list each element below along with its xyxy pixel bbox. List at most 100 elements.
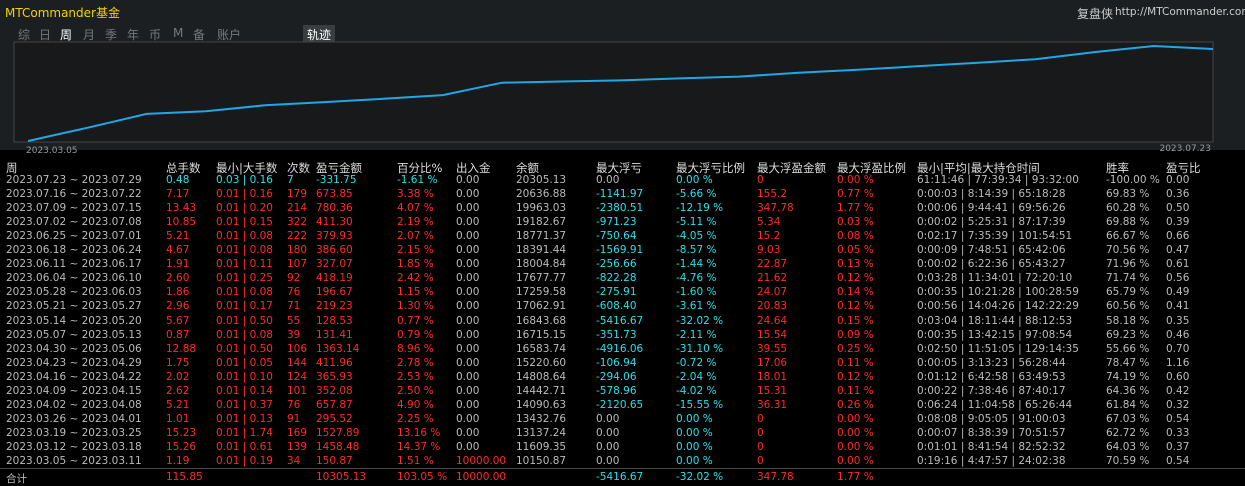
table-cell: 1.19: [166, 455, 190, 467]
total-cell: -32.02 %: [676, 471, 724, 483]
table-cell: 1.77 %: [837, 202, 874, 215]
table-cell: -32.02 %: [676, 314, 724, 327]
table-cell: 0.37: [1166, 440, 1190, 453]
tab[interactable]: 账户: [217, 28, 242, 42]
table-cell: 21.62: [757, 272, 788, 285]
table-cell: 15220.60: [516, 356, 567, 369]
table-cell: 0.66: [1166, 230, 1190, 243]
table-cell: 0.00: [1166, 174, 1190, 186]
total-cell: 10305.13: [316, 471, 367, 483]
table-cell: 0.00 %: [676, 174, 713, 186]
table-cell: 0.70: [1166, 342, 1190, 355]
table-cell: 14442.71: [516, 384, 567, 397]
table-cell: 60.56 %: [1106, 300, 1150, 313]
table-cell: -3.61 %: [676, 300, 717, 313]
table-cell: 2023.06.18 ~ 2023.06.24: [6, 244, 142, 257]
column-header: 最大浮盈比例: [837, 161, 906, 175]
table-cell: 0.08 %: [837, 230, 874, 243]
tab[interactable]: 币: [149, 28, 162, 42]
table-cell: 1363.14: [316, 342, 360, 355]
table-cell: -331.75: [316, 174, 357, 186]
track-button[interactable]: 轨迹: [303, 25, 336, 44]
table-cell: 13.43: [166, 202, 197, 215]
table-cell: 0.46: [1166, 328, 1190, 341]
table-cell: -1.60 %: [676, 286, 717, 299]
table-cell: 1458.48: [316, 440, 360, 453]
column-header: 余额: [516, 161, 539, 175]
table-cell: 352.08: [316, 384, 353, 397]
table-cell: 92: [287, 272, 301, 285]
table-cell: 0.01 | 0.20: [216, 202, 273, 215]
table-cell: 70.56 %: [1106, 244, 1150, 257]
table-cell: 0.00: [596, 455, 620, 467]
table-cell: 2.60: [166, 272, 190, 285]
tab[interactable]: 年: [127, 28, 140, 42]
table-cell: 2.07 %: [397, 230, 434, 243]
tab[interactable]: 日: [39, 28, 52, 42]
table-cell: 222: [287, 230, 308, 243]
tab[interactable]: M: [173, 26, 184, 40]
table-cell: 0:19:16 | 4:47:57 | 24:02:38: [917, 455, 1066, 467]
table-cell: 13137.24: [516, 426, 567, 439]
table-cell: 0.01 | 0.08: [216, 328, 273, 341]
table-cell: 71.74 %: [1106, 272, 1150, 285]
total-cell: 347.78: [757, 471, 794, 483]
table-cell: 20636.88: [516, 188, 567, 201]
tab[interactable]: 备: [193, 28, 206, 42]
table-cell: 74.19 %: [1106, 370, 1150, 383]
table-cell: 2.78 %: [397, 356, 434, 369]
table-cell: 2.02: [166, 370, 190, 383]
table-cell: 0.00 %: [837, 440, 874, 453]
table-cell: 0.61: [1166, 258, 1190, 271]
chart-start-date: 2023.03.05: [26, 146, 78, 156]
table-cell: -5.11 %: [676, 216, 717, 229]
table-cell: 0: [757, 412, 764, 425]
table-cell: -31.10 %: [676, 342, 724, 355]
table-cell: 0.00: [456, 202, 480, 215]
table-cell: 0.39: [1166, 216, 1190, 229]
url[interactable]: http://MTCommander.com: [1115, 6, 1245, 18]
table-cell: 15.31: [757, 384, 788, 397]
tab[interactable]: 周: [60, 28, 73, 42]
table-cell: 0.77 %: [837, 188, 874, 201]
table-cell: -8.57 %: [676, 244, 717, 257]
table-cell: 1.86: [166, 286, 190, 299]
table-cell: 0.00: [596, 412, 620, 425]
table-cell: -2120.65: [596, 398, 644, 411]
table-cell: 219.23: [316, 300, 353, 313]
table-cell: 9.03: [757, 244, 781, 257]
table-cell: 64.36 %: [1106, 384, 1150, 397]
table-cell: 2023.04.30 ~ 2023.05.06: [6, 342, 142, 355]
table-cell: 0.01 | 0.13: [216, 412, 273, 425]
table-cell: 0.12 %: [837, 272, 874, 285]
tab[interactable]: 综: [18, 28, 31, 42]
table-cell: 0:00:56 | 14:04:26 | 142:22:29: [917, 300, 1079, 313]
table-cell: 0.14 %: [837, 286, 874, 299]
table-cell: 2023.03.05 ~ 2023.03.11: [6, 455, 142, 467]
table-cell: 0.00: [456, 174, 480, 186]
table-cell: 0.12 %: [837, 300, 874, 313]
table-cell: 0:00:05 | 3:13:23 | 56:28:44: [917, 356, 1066, 369]
table-cell: 12.88: [166, 342, 197, 355]
column-header: 盈亏比: [1166, 161, 1201, 175]
table-cell: 1.16: [1166, 356, 1190, 369]
table-cell: 347.78: [757, 202, 794, 215]
table-cell: 0.00 %: [837, 412, 874, 425]
table-cell: 673.85: [316, 188, 353, 201]
tab[interactable]: 月: [83, 28, 96, 42]
table-cell: 0.48: [166, 174, 190, 186]
table-cell: 0.77 %: [397, 314, 434, 327]
table-cell: 214: [287, 202, 308, 215]
table-cell: 10150.87: [516, 455, 567, 467]
table-cell: -106.94: [596, 356, 637, 369]
tab[interactable]: 季: [105, 28, 118, 42]
table-cell: 0.01 | 0.08: [216, 230, 273, 243]
table-cell: 124: [287, 370, 308, 383]
table-cell: 2.53 %: [397, 370, 434, 383]
table-cell: 2.50 %: [397, 384, 434, 397]
column-header: 最大浮亏比例: [676, 161, 745, 175]
table-cell: 0.56: [1166, 272, 1190, 285]
chart-frame: [13, 41, 1214, 143]
table-cell: 76: [287, 286, 301, 299]
